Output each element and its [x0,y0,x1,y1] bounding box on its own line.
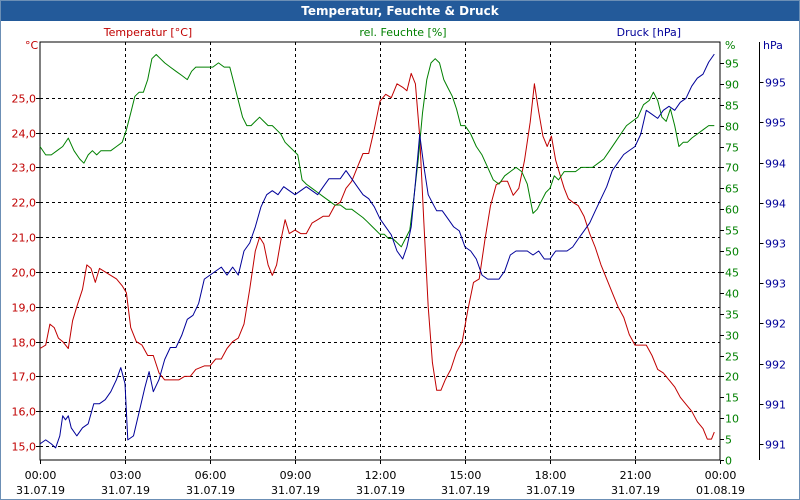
humidity-tick-label: 95 [725,58,739,71]
x-tick-date: 31.07.19 [441,484,490,497]
temperature-unit-label: °C [25,39,39,52]
temperature-axis-title: Temperatur [°C] [103,26,192,39]
temperature-tick-label: 19,0 [12,302,37,315]
temperature-tick-label: 15,0 [12,441,37,454]
pressure-axis: 991 991 992 992 993 993 994 994 995 995 [759,42,786,460]
humidity-tick-label: 40 [725,288,739,301]
humidity-axis: 0 5 10 15 20 25 30 35 40 45 50 55 60 65 70 75 80 85 90 95 [720,58,739,468]
grid-lines [40,42,720,460]
x-tick-time: 00:00 [705,469,737,482]
humidity-tick-label: 90 [725,79,739,92]
humidity-tick-label: 20 [725,371,739,384]
temperature-tick-label: 23,0 [12,162,37,175]
temperature-tick-label: 18,0 [12,337,37,350]
humidity-tick-label: 30 [725,330,739,343]
humidity-tick-label: 25 [725,351,739,364]
humidity-tick-label: 0 [725,455,732,468]
humidity-tick-label: 65 [725,183,739,196]
humidity-series-line [39,54,715,248]
humidity-tick-label: 75 [725,142,739,155]
x-tick-time: 09:00 [280,469,312,482]
x-tick-date: 31.07.19 [271,484,320,497]
x-tick-time: 06:00 [195,469,227,482]
temperature-tick-label: 20,0 [12,267,37,280]
pressure-tick-label: 992 [765,318,786,331]
series-layer [39,53,715,449]
x-tick-date: 31.07.19 [356,484,405,497]
pressure-tick-label: 992 [765,359,786,372]
temperature-tick-label: 24,0 [12,128,37,141]
pressure-tick-label: 994 [765,198,786,211]
pressure-tick-label: 994 [765,158,786,171]
temperature-tick-label: 25,0 [12,93,37,106]
x-tick-date: 01.08.19 [696,484,745,497]
window-title: Temperatur, Feuchte & Druck [1,1,799,21]
temperature-tick-label: 22,0 [12,197,37,210]
humidity-tick-label: 10 [725,413,739,426]
x-tick-time: 18:00 [535,469,567,482]
pressure-tick-label: 993 [765,238,786,251]
humidity-tick-label: 80 [725,121,739,134]
pressure-unit-label: hPa [763,39,783,52]
humidity-tick-label: 50 [725,246,739,259]
humidity-tick-label: 35 [725,309,739,322]
temperature-tick-label: 17,0 [12,371,37,384]
humidity-axis-title: rel. Feuchte [%] [359,26,446,39]
humidity-tick-label: 85 [725,100,739,113]
temperature-series-line [39,72,715,440]
humidity-tick-label: 45 [725,267,739,280]
x-tick-date: 31.07.19 [526,484,575,497]
temperature-tick-label: 16,0 [12,406,37,419]
x-tick-date: 31.07.19 [611,484,660,497]
pressure-series-line [39,53,715,449]
pressure-tick-label: 991 [765,439,786,452]
pressure-tick-label: 995 [765,117,786,130]
pressure-tick-label: 995 [765,77,786,90]
humidity-tick-label: 55 [725,225,739,238]
x-tick-date: 31.07.19 [186,484,235,497]
temperature-axis: 15,0 16,0 17,0 18,0 19,0 20,0 21,0 22,0 23,0 24,0… [12,93,40,454]
humidity-unit-label: % [725,39,735,52]
humidity-tick-label: 15 [725,392,739,405]
temperature-tick-label: 21,0 [12,232,37,245]
x-tick-time: 21:00 [620,469,652,482]
pressure-tick-label: 993 [765,278,786,291]
x-tick-time: 12:00 [365,469,397,482]
humidity-tick-label: 5 [725,434,732,447]
x-tick-time: 00:00 [25,469,57,482]
pressure-tick-label: 991 [765,399,786,412]
pressure-axis-title: Druck [hPa] [617,26,681,39]
humidity-tick-label: 70 [725,162,739,175]
x-tick-date: 31.07.19 [101,484,150,497]
x-tick-date: 31.07.19 [16,484,65,497]
humidity-tick-label: 60 [725,204,739,217]
x-tick-time: 03:00 [110,469,142,482]
time-axis: 00:00 31.07.19 03:00 31.07.19 06:00 31.07.19 0… [16,460,745,497]
x-tick-time: 15:00 [450,469,482,482]
